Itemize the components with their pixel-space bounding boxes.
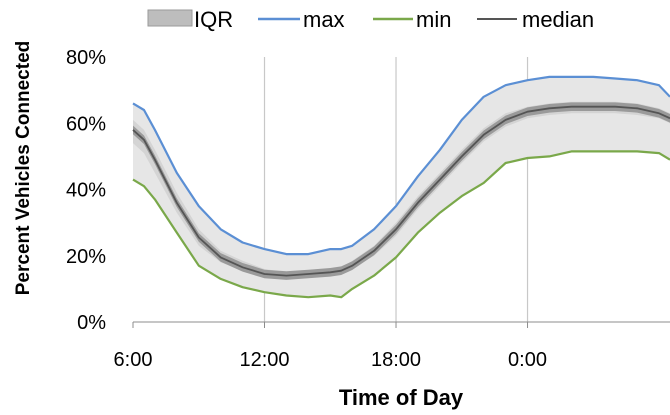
x-axis-ticks: 6:00 12:00 18:00 0:00	[114, 322, 547, 371]
legend-iqr-label: IQR	[194, 7, 233, 32]
y-axis-title: Percent Vehicles Connected	[13, 41, 34, 296]
y-tick-label: 20%	[66, 246, 106, 268]
y-axis-ticks: 0% 20% 40% 60% 80%	[66, 47, 106, 334]
series-layer	[132, 75, 670, 299]
series-line-max	[132, 75, 670, 256]
y-tick-label: 60%	[66, 113, 106, 135]
iqr-band-layer	[133, 76, 670, 298]
x-tick-label: 0:00	[508, 349, 547, 371]
legend-iqr-swatch	[147, 9, 193, 27]
min-max-envelope	[133, 76, 670, 298]
y-tick-label: 0%	[77, 312, 106, 334]
x-tick-label: 18:00	[371, 349, 421, 371]
y-tick-label: 80%	[66, 47, 106, 69]
y-tick-label: 40%	[66, 180, 106, 202]
series-line-median	[132, 105, 670, 277]
legend-median-label: median	[522, 7, 594, 32]
x-tick-label: 6:00	[114, 349, 153, 371]
legend-min-label: min	[416, 7, 451, 32]
x-tick-label: 12:00	[239, 349, 289, 371]
series-line-min	[132, 150, 670, 299]
legend-max-label: max	[303, 7, 345, 32]
legend: IQR max min median	[147, 7, 594, 32]
x-axis-title: Time of Day	[339, 385, 464, 410]
